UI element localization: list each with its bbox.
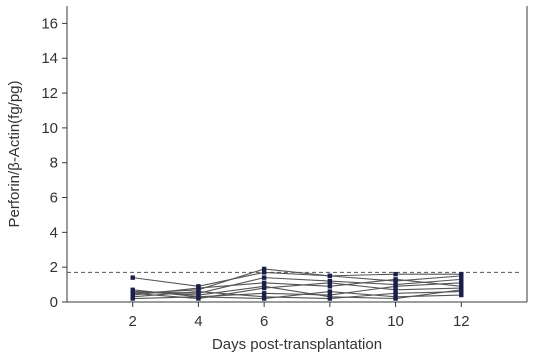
y-tick-label: 0 xyxy=(50,294,58,311)
data-point xyxy=(261,275,267,280)
data-point xyxy=(130,289,135,294)
data-point xyxy=(327,284,333,289)
data-point xyxy=(327,280,333,286)
x-tick-label: 8 xyxy=(326,313,334,330)
series-layer xyxy=(130,266,464,301)
data-point xyxy=(459,277,464,282)
y-tick-label: 10 xyxy=(41,120,58,137)
data-point xyxy=(327,289,333,294)
data-point xyxy=(393,284,398,289)
series-line-6 xyxy=(132,282,462,298)
data-point xyxy=(327,273,333,279)
x-tick-label: 10 xyxy=(387,313,404,330)
data-point xyxy=(261,266,267,272)
series-line-4 xyxy=(132,278,462,296)
series-line-8 xyxy=(132,291,462,300)
data-point xyxy=(393,296,398,301)
data-point xyxy=(459,273,464,279)
data-point xyxy=(459,287,464,293)
y-tick-label: 6 xyxy=(50,190,58,207)
series-line-5 xyxy=(132,282,462,300)
data-point xyxy=(130,296,135,301)
data-point xyxy=(261,291,267,296)
data-point xyxy=(459,280,464,286)
series-line-7 xyxy=(132,291,462,300)
y-tick-label: 4 xyxy=(50,224,58,241)
y-tick-label: 2 xyxy=(50,259,58,276)
data-point xyxy=(261,284,267,289)
data-point xyxy=(459,292,464,298)
y-tick-label: 12 xyxy=(41,85,58,102)
data-point xyxy=(261,296,267,301)
data-point xyxy=(393,291,398,296)
x-tick-label: 6 xyxy=(260,313,268,330)
y-tick-label: 16 xyxy=(41,15,58,32)
x-tick-label: 4 xyxy=(194,313,202,330)
data-point xyxy=(196,292,201,298)
data-point xyxy=(393,287,398,293)
x-tick-label: 12 xyxy=(453,313,470,330)
x-axis-title: Days post-transplantation xyxy=(212,336,382,353)
data-point xyxy=(393,277,398,282)
x-tick-label: 2 xyxy=(129,313,137,330)
data-point xyxy=(261,270,267,275)
data-point xyxy=(327,294,333,299)
data-point xyxy=(393,271,398,277)
series-line-9 xyxy=(132,285,462,300)
data-point xyxy=(261,280,267,286)
y-tick-label: 8 xyxy=(50,155,58,172)
data-point xyxy=(196,285,201,291)
series-line-3 xyxy=(132,277,462,294)
y-axis-title: Perforin/β-Actin(fg/pg) xyxy=(6,80,23,227)
y-tick-label: 14 xyxy=(41,50,58,67)
data-point xyxy=(130,275,135,280)
series-line-1 xyxy=(132,268,462,294)
data-point xyxy=(196,289,201,294)
axes: 0 2 4 6 8 10 12 14 16 2 4 6 8 10 12 xyxy=(41,6,528,330)
